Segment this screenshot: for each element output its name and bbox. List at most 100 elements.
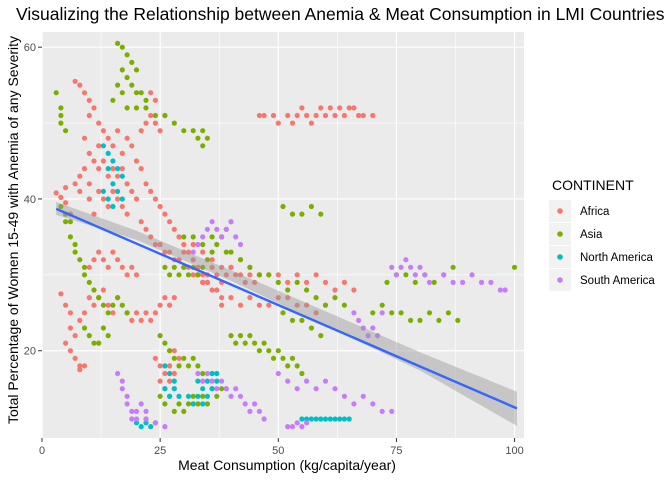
point-south-america [370, 401, 376, 407]
legend: CONTINENT Africa Asia North America South A… [549, 177, 655, 291]
y-axis-label: Total Percentage of Women 15-49 with Ane… [5, 36, 21, 424]
point-africa [176, 355, 182, 361]
point-asia [77, 257, 83, 263]
x-tick-label: 100 [505, 445, 523, 457]
point-asia [167, 348, 173, 354]
point-south-america [256, 408, 262, 414]
point-south-america [214, 386, 220, 392]
point-africa [67, 325, 73, 331]
point-south-america [223, 226, 229, 232]
point-africa [148, 188, 154, 194]
point-asia [110, 302, 116, 308]
point-north-america [214, 378, 220, 384]
point-africa [91, 302, 97, 308]
point-asia [96, 295, 102, 301]
point-asia [341, 302, 347, 308]
legend-label: Africa [580, 206, 610, 218]
point-africa [209, 287, 215, 293]
point-asia [143, 105, 149, 111]
legend-label: Asia [580, 229, 603, 241]
point-south-america [393, 272, 399, 278]
point-asia [242, 340, 248, 346]
point-south-america [412, 272, 418, 278]
point-africa [72, 333, 78, 339]
point-africa [162, 249, 168, 255]
point-africa [152, 97, 158, 103]
point-africa [171, 295, 177, 301]
point-africa [181, 241, 187, 248]
point-africa [214, 272, 220, 278]
point-south-america [469, 272, 475, 278]
point-africa [77, 367, 83, 373]
point-asia [313, 295, 319, 301]
point-asia [289, 317, 296, 323]
point-south-america [365, 333, 371, 339]
point-asia [171, 264, 177, 270]
point-south-america [304, 378, 310, 384]
point-asia [119, 44, 125, 50]
point-north-america [162, 386, 168, 392]
point-asia [204, 257, 210, 263]
point-north-america [209, 386, 215, 392]
point-south-america [478, 279, 485, 285]
point-asia [280, 355, 286, 361]
point-africa [200, 249, 206, 255]
point-asia [133, 105, 140, 111]
point-south-america [119, 386, 125, 392]
point-south-america [228, 393, 234, 399]
point-africa [81, 166, 88, 172]
point-south-america [304, 420, 310, 426]
point-africa [86, 196, 92, 202]
point-asia [332, 295, 338, 301]
grid-lines [41, 32, 524, 438]
point-africa [341, 112, 347, 119]
point-africa [219, 264, 225, 270]
point-africa [322, 279, 329, 285]
point-asia [190, 355, 196, 361]
point-north-america [176, 393, 182, 399]
point-asia [289, 355, 296, 361]
point-africa [157, 302, 163, 308]
point-africa [96, 166, 102, 172]
point-africa [100, 158, 106, 164]
point-africa [275, 120, 281, 126]
point-asia [280, 203, 286, 210]
point-asia [256, 272, 262, 278]
point-africa [119, 166, 125, 172]
point-africa [247, 295, 253, 301]
point-africa [200, 279, 206, 285]
point-africa [86, 295, 92, 301]
point-north-america [105, 196, 111, 202]
point-africa [233, 272, 239, 278]
point-asia [157, 393, 163, 399]
point-africa [91, 158, 97, 164]
point-africa [138, 166, 144, 172]
point-asia [167, 272, 173, 278]
point-north-america [318, 416, 324, 422]
point-north-america [110, 203, 116, 210]
point-north-america [190, 401, 196, 407]
point-africa [322, 112, 329, 119]
point-south-america [426, 279, 433, 285]
point-asia [412, 279, 418, 285]
point-north-america [171, 378, 177, 384]
point-africa [167, 302, 173, 308]
point-africa [308, 120, 314, 126]
point-africa [261, 112, 267, 119]
y-tick-label: 40 [24, 194, 36, 206]
point-africa [289, 120, 296, 126]
point-africa [162, 370, 168, 377]
point-africa [105, 264, 111, 270]
point-africa [204, 279, 210, 285]
y-axis: 20 40 60 [24, 42, 42, 358]
x-tick-label: 50 [272, 445, 284, 457]
data-points [53, 40, 518, 430]
point-africa [256, 112, 262, 119]
point-south-america [408, 264, 414, 270]
point-africa [167, 378, 173, 384]
point-africa [209, 264, 215, 270]
point-asia [426, 310, 433, 316]
point-africa [96, 188, 102, 194]
point-asia [318, 211, 324, 217]
point-asia [322, 302, 329, 308]
